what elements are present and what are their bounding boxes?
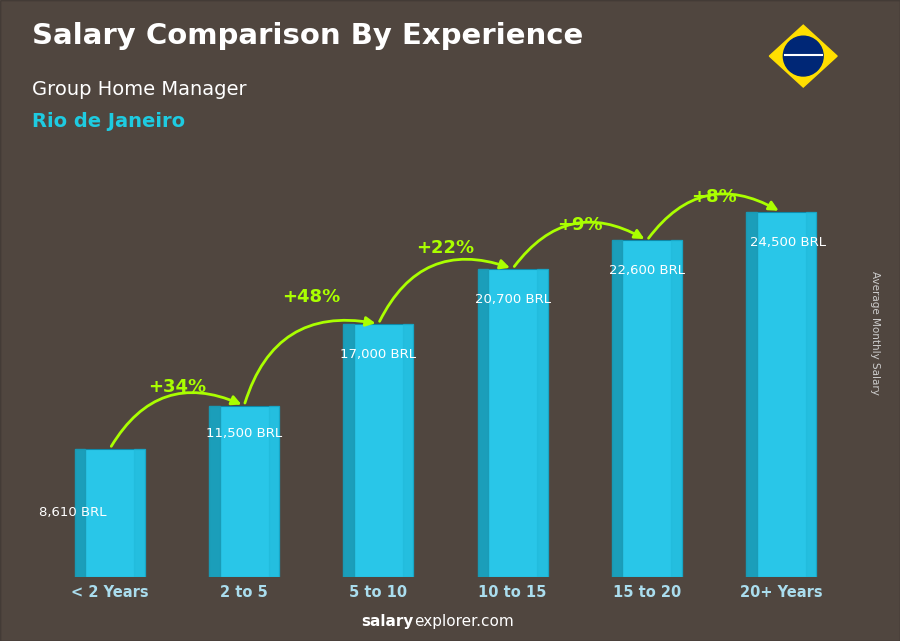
Text: +9%: +9% <box>557 216 603 234</box>
Text: Rio de Janeiro: Rio de Janeiro <box>32 112 184 131</box>
Text: Salary Comparison By Experience: Salary Comparison By Experience <box>32 22 583 51</box>
Bar <box>537 269 547 577</box>
Text: 17,000 BRL: 17,000 BRL <box>340 347 417 361</box>
Bar <box>478 269 547 577</box>
Circle shape <box>783 36 824 76</box>
Bar <box>344 324 354 577</box>
Text: salary: salary <box>362 615 414 629</box>
Bar <box>478 269 488 577</box>
Bar <box>209 406 279 577</box>
Bar <box>134 449 145 577</box>
Bar <box>612 240 623 577</box>
Text: +48%: +48% <box>282 288 340 306</box>
Bar <box>403 324 413 577</box>
Text: 11,500 BRL: 11,500 BRL <box>206 426 283 440</box>
Text: Group Home Manager: Group Home Manager <box>32 80 246 99</box>
Bar <box>746 212 757 577</box>
Text: 24,500 BRL: 24,500 BRL <box>750 236 826 249</box>
Bar <box>806 212 816 577</box>
Bar <box>612 240 682 577</box>
Text: +34%: +34% <box>148 378 206 396</box>
Text: +22%: +22% <box>417 238 474 256</box>
Bar <box>75 449 86 577</box>
Text: explorer.com: explorer.com <box>414 615 514 629</box>
Bar <box>268 406 279 577</box>
Bar <box>75 449 145 577</box>
Text: 20,700 BRL: 20,700 BRL <box>474 292 551 306</box>
Polygon shape <box>770 25 837 87</box>
Text: 22,600 BRL: 22,600 BRL <box>609 264 685 278</box>
Bar <box>671 240 682 577</box>
Text: 8,610 BRL: 8,610 BRL <box>39 506 106 519</box>
Text: +8%: +8% <box>691 188 737 206</box>
Bar <box>344 324 413 577</box>
Bar <box>209 406 220 577</box>
Bar <box>746 212 816 577</box>
Text: Average Monthly Salary: Average Monthly Salary <box>869 271 880 395</box>
